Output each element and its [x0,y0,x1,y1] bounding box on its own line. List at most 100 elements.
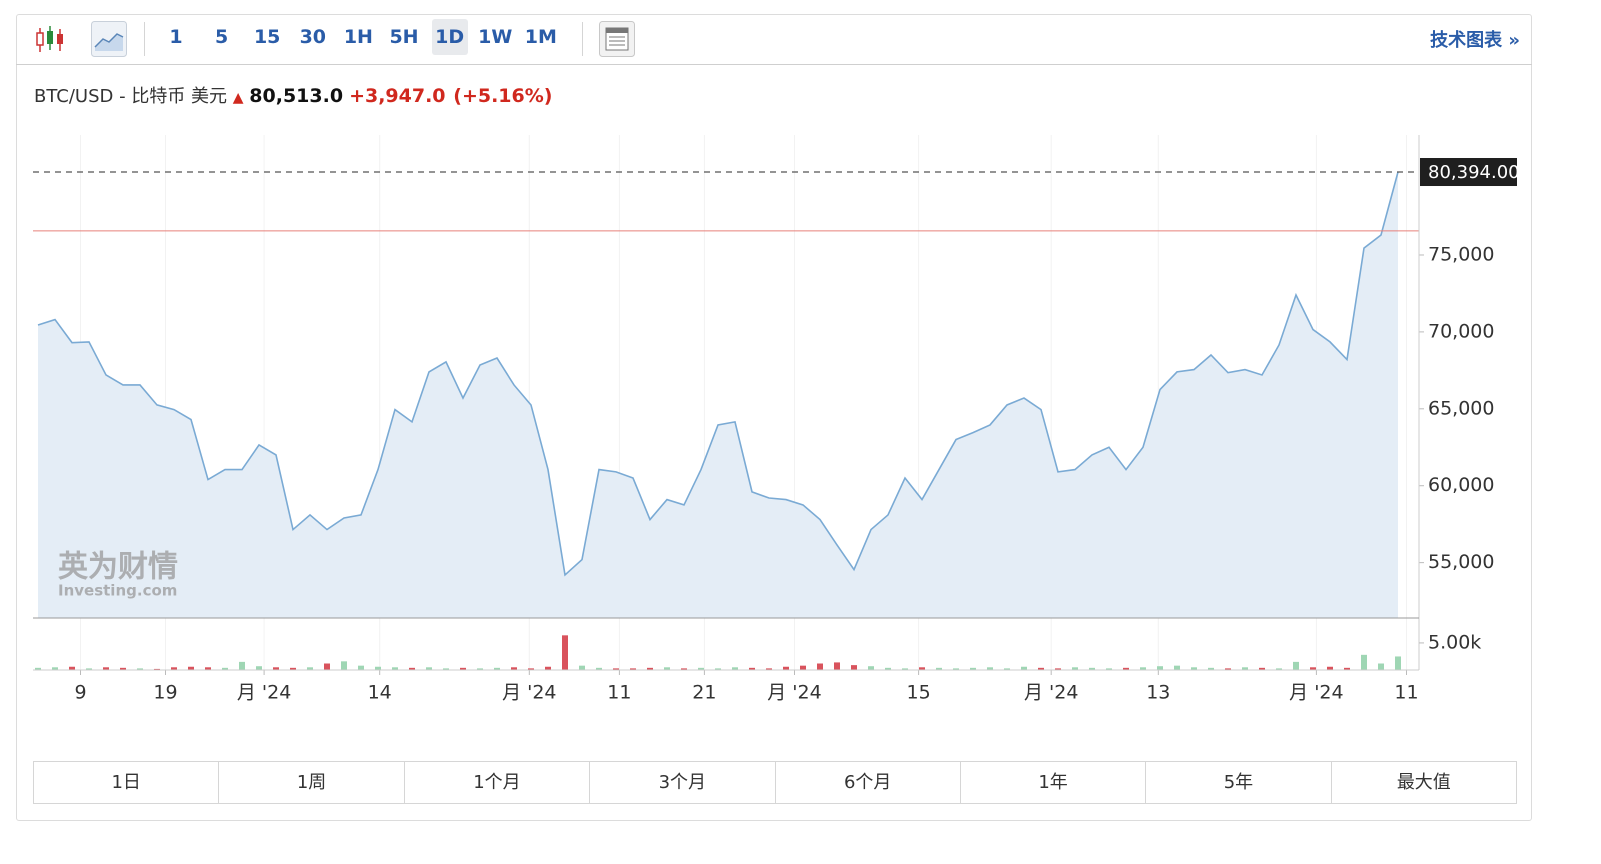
interval-button[interactable]: 5H [389,26,419,48]
volume-bar [1157,666,1163,670]
technical-chart-link[interactable]: 技术图表 » [1430,30,1520,51]
volume-bar [392,667,398,670]
area [38,172,1398,618]
volume-bar [1242,667,1248,670]
x-tick-label: 月 '24 [502,682,556,704]
price: 80,513.0 [249,85,344,107]
volume-tick-label: 5.00k [1428,631,1481,653]
change: +3,947.0 [349,85,446,107]
range-button[interactable]: 6个月 [776,762,961,803]
volume-bar [239,661,245,670]
volume-bar [732,667,738,670]
volume-bar [1106,668,1112,670]
range-button[interactable]: 1日 [34,762,220,803]
volume-bar [86,668,92,670]
volume-bar [970,667,976,670]
volume-bar [103,667,109,670]
volume-bar [307,667,313,670]
volume-bar [1038,667,1044,670]
volume-bar [936,667,942,670]
volume-bar [749,667,755,670]
volume-bar [1191,667,1197,670]
volume-bar [647,667,653,670]
volume-bar [562,635,568,670]
volume-bar [1021,666,1027,670]
interval-button[interactable]: 30 [299,26,327,48]
divider [144,22,145,56]
range-selector: 1日 1周 1个月 3个月 6个月 1年 5年 最大值 [33,761,1517,804]
volume-bar [579,665,585,670]
volume-bar [171,667,177,670]
range-button[interactable]: 1个月 [405,762,591,803]
volume-bar [698,667,704,670]
volume-bar [511,667,517,670]
area-icon[interactable] [91,21,127,57]
volume-bar [443,668,449,670]
quote-header: BTC/USD - 比特币 美元 ▲ 80,513.0 +3,947.0 (+5.… [34,82,552,108]
volume-bar [290,667,296,670]
volume-bar [885,667,891,670]
x-tick-label: 19 [153,682,177,704]
volume-bar [800,665,806,670]
volume-bar [1225,668,1231,670]
y-tick-label: 60,000 [1428,474,1494,496]
interval-button[interactable]: 1H [343,26,373,48]
volume-bar [188,666,194,670]
volume-bar [154,668,160,670]
volume-bar [1344,667,1350,670]
volume-bar [1276,668,1282,670]
interval-button[interactable]: 5 [214,26,229,48]
volume-bar [596,667,602,670]
price-line [37,171,1399,577]
volume-bar [1072,667,1078,670]
volume-bar [919,667,925,670]
interval-button[interactable]: 1D [431,19,468,55]
watermark-brand: 英为财情 [58,550,178,585]
volume-bar [35,667,41,670]
candle-icon[interactable] [32,20,72,60]
range-button[interactable]: 3个月 [590,762,776,803]
toolbar: 1 5 15 30 1H 5H 1D 1W 1M 技术图表 » [16,14,1532,65]
volume-bar [681,668,687,670]
x-tick-label: 13 [1146,682,1170,704]
volume-bar [817,663,823,670]
volume-bar [1293,661,1299,670]
last-price-label: 80,394.00 [1428,162,1520,183]
volume-bar [1089,667,1095,670]
range-button[interactable]: 1周 [219,762,405,803]
volume-bar [545,666,551,670]
volume-bar [1208,667,1214,670]
widget-frame [16,14,1532,821]
change-pct: (+5.16%) [453,85,553,107]
volume-bar [358,665,364,670]
divider [582,22,583,56]
interval-button[interactable]: 15 [253,26,281,48]
interval-button[interactable]: 1M [524,26,557,48]
x-tick-label: 11 [607,682,631,704]
interval-button[interactable]: 1 [169,26,183,48]
range-button[interactable]: 1年 [961,762,1147,803]
y-tick-label: 75,000 [1428,243,1494,265]
x-tick-label: 21 [692,682,716,704]
range-button[interactable]: 5年 [1146,762,1332,803]
table-icon[interactable] [599,21,635,57]
interval-button[interactable]: 1W [478,26,513,48]
volume-bar [783,666,789,670]
volume-bar [120,667,126,670]
volume-bar [1327,666,1333,670]
volume-bar [460,667,466,670]
volume-bar [664,667,670,670]
volume-bar [222,667,228,670]
symbol: BTC/USD - 比特币 美元 [34,86,228,107]
x-tick-label: 14 [368,682,392,704]
volume-bar [375,666,381,670]
volume-bar [494,667,500,670]
y-tick-label: 65,000 [1428,397,1494,419]
x-tick-label: 月 '24 [767,682,821,704]
volume-bar [766,668,772,670]
volume-bar [1123,667,1129,670]
volume-bar [426,667,432,670]
range-button[interactable]: 最大值 [1396,772,1451,793]
